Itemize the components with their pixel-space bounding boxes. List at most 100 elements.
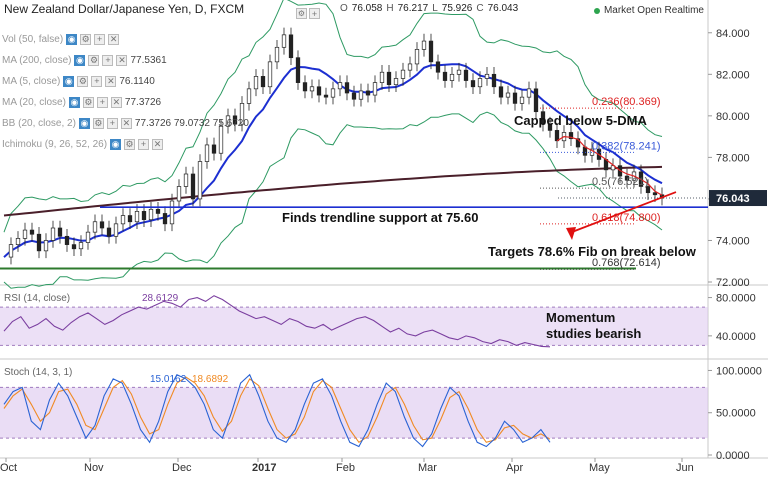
candle-body [43,240,49,252]
candle-body [183,173,189,187]
settings-icon[interactable]: ⚙ [296,8,307,19]
time-tick-label: May [589,462,610,474]
candle-body [302,82,308,92]
visibility-icon[interactable]: ◉ [63,75,75,87]
settings-icon[interactable]: ⚙ [124,138,136,150]
candle-body [372,82,378,96]
annotation-momentum-line1: Momentum [546,310,615,325]
add-icon[interactable]: + [138,138,150,150]
candle-body [484,73,490,79]
add-icon[interactable]: + [91,75,103,87]
close-icon[interactable]: ✕ [120,117,132,129]
ohlc-key: L [432,3,438,14]
fib-level-label: 0.236(80.369) [592,96,661,108]
candle-body [358,90,364,100]
visibility-icon[interactable]: ◉ [110,138,122,150]
title-controls: ⚙ + [296,8,320,19]
candle-body [498,86,504,98]
ohlc-value: 76.217 [397,3,429,14]
indicator-label: Ichimoku (9, 26, 52, 26) [2,138,108,150]
candle-body [351,92,357,100]
candle-body [232,115,238,125]
visibility-icon[interactable]: ◉ [68,96,80,108]
visibility-icon[interactable]: ◉ [78,117,90,129]
settings-icon[interactable]: ⚙ [92,117,104,129]
candle-body [323,94,329,98]
settings-icon[interactable]: ⚙ [82,96,94,108]
indicator-label: MA (200, close) [2,54,72,66]
close-icon[interactable]: ✕ [116,54,128,66]
add-icon[interactable]: + [309,8,320,19]
candle-body [309,86,315,92]
target-arrow-shaft [571,191,677,233]
candle-body [414,49,420,65]
candle-body [533,88,539,113]
rsi-tick-label: 40.0000 [716,331,756,343]
candle-body [113,223,119,237]
indicator-row: Vol (50, false) ◉ ⚙ + ✕ [2,32,120,46]
last-price-label: 76.043 [716,193,750,205]
candle-body [540,111,546,125]
add-icon[interactable]: + [102,54,114,66]
annotation-targets: Targets 78.6% Fib on break below [488,244,697,259]
rsi-band [0,307,708,346]
candle-body [99,221,105,229]
add-icon[interactable]: + [94,33,106,45]
candle-body [379,71,385,83]
ma200-line [3,165,663,217]
candle-body [239,103,245,125]
visibility-icon[interactable]: ◉ [66,33,78,45]
indicator-label: MA (5, close) [2,75,61,87]
candle-body [148,208,154,221]
settings-icon[interactable]: ⚙ [88,54,100,66]
add-icon[interactable]: + [106,117,118,129]
stoch-tick-label: 100.0000 [716,365,762,377]
candle-body [141,211,147,221]
candle-body [85,231,91,243]
stoch-tick-label: 50.0000 [716,408,756,420]
fib-level-label: 0.5(76.521) [592,176,648,188]
candle-body [169,200,175,225]
close-icon[interactable]: ✕ [110,96,122,108]
stoch-d-line [3,376,551,444]
candle-body [176,186,182,202]
indicator-value: 77.3726 79.0732 75.6720 [134,117,249,129]
ohlc-readout: O 76.058 H 76.217 L 75.926 C 76.043 [340,3,518,14]
candle-body [442,71,448,81]
candle-body [365,90,371,96]
indicator-label: BB (20, close, 2) [2,117,76,129]
ohlc-key: C [476,3,484,14]
time-tick-label: Nov [84,462,104,474]
add-icon[interactable]: + [96,96,108,108]
ohlc-key: H [386,3,394,14]
candle-body [274,46,280,63]
settings-icon[interactable]: ⚙ [77,75,89,87]
candle-body [29,229,35,235]
close-icon[interactable]: ✕ [105,75,117,87]
candle-body [155,208,161,214]
settings-icon[interactable]: ⚙ [80,33,92,45]
candle-body [15,238,21,245]
candle-body [337,82,343,90]
indicator-row: Ichimoku (9, 26, 52, 26) ◉ ⚙ + ✕ [2,137,164,151]
stoch-k-value: 15.0162 [150,374,187,385]
candle-body [456,69,462,75]
candle-body [547,123,553,131]
candle-body [652,192,658,196]
price-tick-label: 80.000 [716,111,750,123]
candle-body [106,227,112,237]
candle-body [64,235,70,245]
candle-body [50,227,56,241]
visibility-icon[interactable]: ◉ [74,54,86,66]
candle-body [463,69,469,81]
close-icon[interactable]: ✕ [108,33,120,45]
candle-body [435,61,441,73]
candle-body [316,86,322,96]
target-arrow-head [566,227,576,240]
close-icon[interactable]: ✕ [152,138,164,150]
rsi-value: 28.6129 [142,293,179,304]
candle-body [22,229,28,239]
rsi-label: RSI (14, close) [4,293,70,304]
indicator-value: 76.1140 [119,75,155,87]
